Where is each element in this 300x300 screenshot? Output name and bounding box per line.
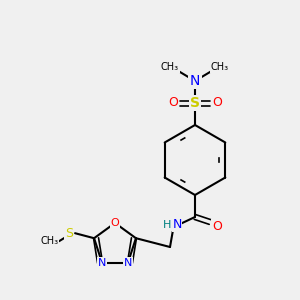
Text: CH₃: CH₃ xyxy=(161,62,179,72)
Text: CH₃: CH₃ xyxy=(211,62,229,72)
Text: H: H xyxy=(163,220,171,230)
Text: N: N xyxy=(98,258,106,268)
Text: O: O xyxy=(212,220,222,233)
Text: N: N xyxy=(124,258,132,268)
Text: N: N xyxy=(172,218,182,232)
Text: O: O xyxy=(168,97,178,110)
Text: S: S xyxy=(190,96,200,110)
Text: N: N xyxy=(190,74,200,88)
Text: O: O xyxy=(111,218,119,228)
Text: O: O xyxy=(212,97,222,110)
Text: S: S xyxy=(65,227,73,240)
Text: CH₃: CH₃ xyxy=(40,236,58,246)
